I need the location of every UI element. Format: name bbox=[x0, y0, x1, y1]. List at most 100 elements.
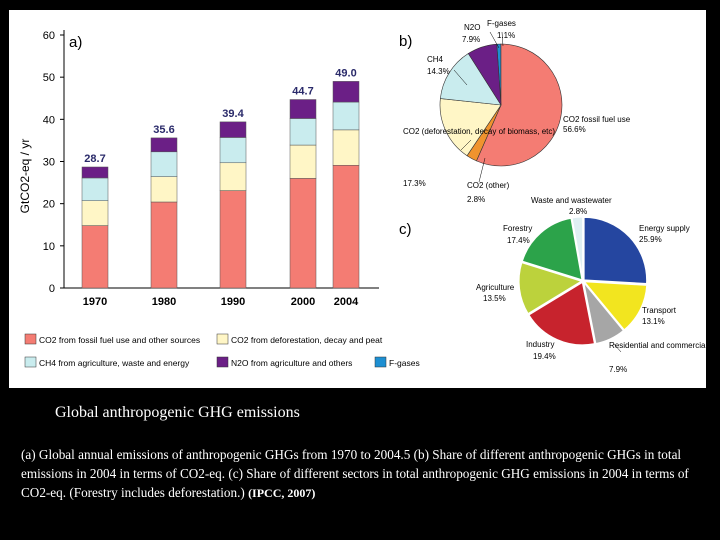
pie-c-label-forestry: Forestry bbox=[503, 224, 532, 233]
gas-pie-panel: b) CO2 fossil fuel use 56.6% CO2 (other)… bbox=[399, 19, 631, 204]
panel-c-label: c) bbox=[399, 221, 412, 238]
bar-stacks bbox=[81, 81, 360, 289]
pie-c-value-waste: 2.8% bbox=[569, 207, 587, 216]
pie-b-leader-n2o bbox=[489, 31, 500, 49]
y-ticks bbox=[60, 34, 64, 289]
bar-segment bbox=[219, 190, 247, 289]
x-tick-label: 2004 bbox=[334, 296, 359, 308]
pie-b-leader-fgases bbox=[501, 31, 504, 47]
panel-b-label: b) bbox=[399, 33, 412, 50]
pie-b-leader-ch4 bbox=[453, 69, 468, 86]
y-tick-label: 40 bbox=[43, 114, 55, 126]
pie-b-label-ch4: CH4 bbox=[427, 55, 444, 64]
panel-a-label: a) bbox=[69, 34, 82, 51]
pie-b-label-n2o: N2O bbox=[464, 23, 480, 32]
bar-segment bbox=[332, 101, 360, 131]
legend-label-ch4: CH4 from agriculture, waste and energy bbox=[39, 358, 190, 368]
legend-label-fgases: F-gases bbox=[389, 358, 420, 368]
y-tick-label: 50 bbox=[43, 72, 55, 84]
y-tick-label: 10 bbox=[43, 241, 55, 253]
bar-total-label: 39.4 bbox=[222, 108, 244, 120]
bar-total-label: 35.6 bbox=[153, 124, 174, 136]
bar-segment bbox=[150, 176, 178, 203]
pie-slice bbox=[583, 216, 648, 285]
x-tick-label: 1980 bbox=[152, 296, 176, 308]
bar-segment bbox=[81, 200, 109, 226]
pie-b-label-co2-fossil: CO2 fossil fuel use bbox=[563, 115, 631, 124]
legend-swatch-co2-deforestation bbox=[216, 333, 229, 345]
x-tick-label: 2000 bbox=[291, 296, 315, 308]
y-tick-label: 60 bbox=[43, 30, 55, 42]
pie-c-value-agriculture: 13.5% bbox=[483, 294, 506, 303]
bar-total-label: 44.7 bbox=[292, 86, 313, 98]
caption-citation: (IPCC, 2007) bbox=[248, 486, 316, 500]
gas-pie-labels: CO2 fossil fuel use 56.6% CO2 (other) 2.… bbox=[403, 19, 631, 204]
bar-segment bbox=[150, 151, 178, 177]
x-tick-label: 1970 bbox=[83, 296, 107, 308]
bar-segment bbox=[289, 99, 317, 119]
pie-b-label-co2-other: CO2 (other) bbox=[467, 181, 510, 190]
pie-c-label-transport: Transport bbox=[642, 306, 677, 315]
legend-label-co2-deforestation: CO2 from deforestation, decay and peat bbox=[231, 335, 383, 345]
y-axis-label: GtCO2-eq / yr bbox=[18, 139, 32, 214]
pie-slice bbox=[521, 217, 584, 282]
gas-pie bbox=[439, 43, 563, 167]
bar-segment bbox=[332, 129, 360, 166]
bar-segment bbox=[219, 137, 247, 164]
legend-swatch-n2o bbox=[216, 356, 229, 368]
caption-title: Global anthropogenic GHG emissions bbox=[55, 404, 300, 421]
pie-slice bbox=[527, 280, 596, 346]
bar-segment bbox=[150, 201, 178, 289]
legend-label-n2o: N2O from agriculture and others bbox=[231, 358, 352, 368]
bar-segment bbox=[332, 81, 360, 103]
pie-b-value-co2-other: 2.8% bbox=[467, 195, 485, 204]
bar-total-label: 49.0 bbox=[335, 67, 356, 79]
pie-slice bbox=[582, 281, 625, 345]
pie-slice bbox=[439, 98, 502, 157]
pie-b-value-co2-deforestation: 17.3% bbox=[403, 179, 426, 188]
caption-body: (a) Global annual emissions of anthropog… bbox=[21, 445, 701, 503]
bar-segment bbox=[150, 137, 178, 153]
bar-segment bbox=[219, 121, 247, 138]
pie-c-value-energy: 25.9% bbox=[639, 235, 662, 244]
pie-b-leader-co2-deforestation bbox=[460, 139, 472, 151]
pie-b-value-co2-fossil: 56.6% bbox=[563, 125, 586, 134]
bar-segment bbox=[81, 177, 109, 201]
pie-slice bbox=[518, 261, 584, 315]
caption-text: (a) Global annual emissions of anthropog… bbox=[21, 447, 689, 500]
bar-segment bbox=[289, 178, 317, 289]
y-tick-labels: 0 10 20 30 40 50 60 bbox=[43, 30, 55, 295]
legend-swatch-fgases bbox=[374, 356, 387, 368]
pie-c-label-agriculture: Agriculture bbox=[476, 283, 515, 292]
pie-slice bbox=[570, 216, 584, 280]
y-tick-label: 0 bbox=[49, 283, 55, 295]
pie-c-label-waste: Waste and wastewater bbox=[531, 196, 612, 205]
pie-b-value-fgases: 1.1% bbox=[497, 31, 515, 40]
pie-slice bbox=[476, 43, 563, 167]
y-tick-label: 30 bbox=[43, 157, 55, 169]
pie-c-label-energy: Energy supply bbox=[639, 224, 690, 233]
x-tick-labels: 1970 1980 1990 2000 2004 bbox=[83, 296, 359, 308]
pie-c-value-residential: 7.9% bbox=[609, 365, 627, 374]
pie-slice bbox=[582, 280, 648, 332]
legend-swatch-ch4 bbox=[24, 356, 37, 368]
pie-b-leader-co2-other bbox=[478, 157, 486, 183]
sector-pie bbox=[518, 216, 648, 346]
bar-segment bbox=[332, 165, 360, 289]
bar-chart-panel: a) GtCO2-eq / yr 0 10 20 30 40 50 60 28.7 35.6 3… bbox=[18, 30, 379, 308]
pie-c-label-industry: Industry bbox=[526, 340, 554, 349]
pie-slice bbox=[440, 53, 502, 106]
figure-panel: a) GtCO2-eq / yr 0 10 20 30 40 50 60 28.7 35.6 3… bbox=[9, 10, 706, 388]
y-tick-label: 20 bbox=[43, 199, 55, 211]
bar-segment bbox=[289, 118, 317, 146]
pie-b-label-co2-deforestation: CO2 (deforestation, decay of biomass, et… bbox=[403, 127, 555, 136]
bar-segment bbox=[219, 162, 247, 191]
bar-segment bbox=[81, 166, 109, 179]
figure-svg: a) GtCO2-eq / yr 0 10 20 30 40 50 60 28.7 35.6 3… bbox=[18, 19, 706, 374]
pie-b-value-n2o: 7.9% bbox=[462, 35, 480, 44]
pie-c-leader-residential bbox=[613, 343, 622, 353]
bar-legend: CO2 from fossil fuel use and other sourc… bbox=[24, 333, 420, 368]
x-tick-label: 1990 bbox=[221, 296, 245, 308]
legend-swatch-co2-fossil bbox=[24, 333, 37, 345]
bar-total-label: 28.7 bbox=[84, 153, 105, 165]
